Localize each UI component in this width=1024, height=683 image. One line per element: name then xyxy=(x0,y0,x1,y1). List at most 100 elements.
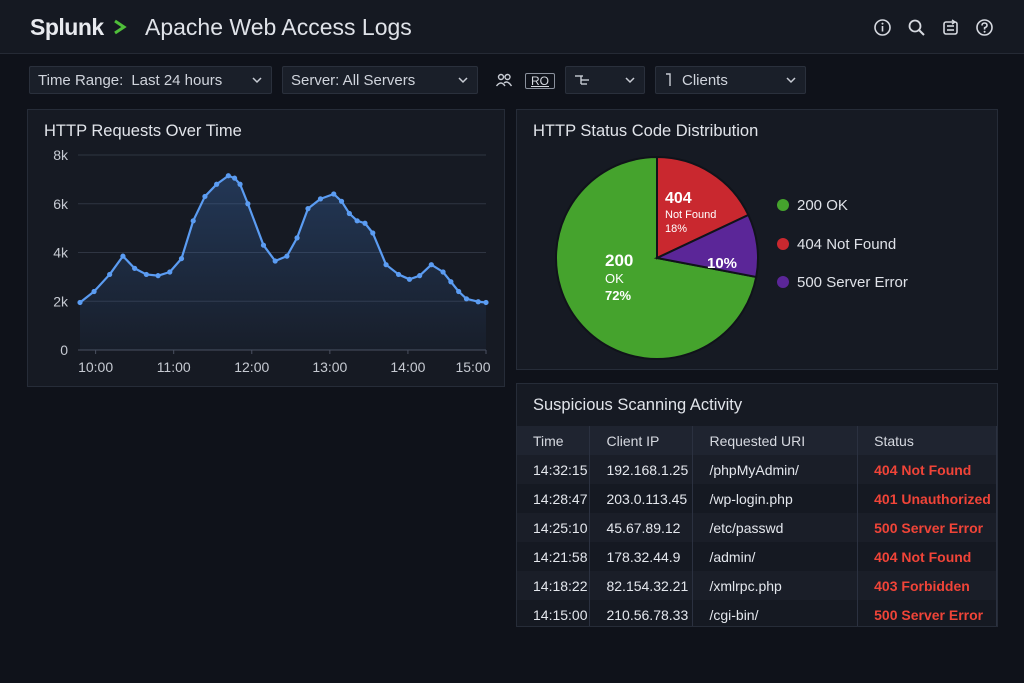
status-panel: HTTP Status Code Distribution 200 OK 72% 40… xyxy=(516,109,998,370)
data-point[interactable] xyxy=(225,173,231,179)
data-point[interactable] xyxy=(483,299,489,306)
data-point[interactable] xyxy=(354,218,360,224)
legend-dot-200 xyxy=(777,199,789,211)
pie-slice-404[interactable] xyxy=(656,155,750,260)
layout-dropdown[interactable] xyxy=(565,66,645,94)
slice-label-200-pct: 72% xyxy=(605,288,631,303)
data-point[interactable] xyxy=(331,191,337,197)
pie-slice-500[interactable] xyxy=(653,213,759,279)
scan-table: Time Client IP Requested URI Status 14:3… xyxy=(517,426,997,626)
table-row[interactable]: 14:15:00 210.56.78.33 /cgi-bin/ 500 Serv… xyxy=(517,600,997,626)
data-point[interactable] xyxy=(448,279,454,285)
data-point[interactable] xyxy=(167,269,173,275)
chevron-down-icon xyxy=(252,77,262,84)
cell-time: 14:28:47 xyxy=(517,484,591,513)
data-point[interactable] xyxy=(260,242,267,248)
data-point[interactable] xyxy=(77,299,83,306)
x-tick-label: 13:00 xyxy=(312,359,347,375)
y-tick-label: 6k xyxy=(53,196,69,212)
legend-item-500[interactable]: 500 Server Error xyxy=(777,274,908,291)
top-bar: Splunk Apache Web Access Logs xyxy=(0,0,1024,54)
data-point[interactable] xyxy=(284,253,290,259)
data-point[interactable] xyxy=(305,206,311,212)
help-icon[interactable] xyxy=(975,18,994,37)
info-icon[interactable] xyxy=(873,18,892,37)
data-point[interactable] xyxy=(294,235,300,241)
cell-client-ip: 203.0.113.45 xyxy=(589,484,694,513)
data-point[interactable] xyxy=(237,181,243,187)
table-row[interactable]: 14:25:10 45.67.89.12 /etc/passwd 500 Ser… xyxy=(517,513,997,542)
data-point[interactable] xyxy=(190,218,196,224)
time-range-label: Time Range: xyxy=(38,71,124,89)
table-row[interactable]: 14:28:47 203.0.113.45 /wp-login.php 401 … xyxy=(517,484,997,513)
legend-label-404: 404 Not Found xyxy=(797,236,897,253)
legend-dot-500 xyxy=(777,276,789,288)
data-point[interactable] xyxy=(362,220,368,226)
cell-time: 14:21:58 xyxy=(517,542,591,571)
data-point[interactable] xyxy=(338,198,345,204)
splunk-logo[interactable]: Splunk xyxy=(30,14,104,40)
cell-client-ip: 178.32.44.9 xyxy=(589,542,694,571)
bracket-icon xyxy=(666,73,671,86)
data-point[interactable] xyxy=(272,258,278,264)
server-dropdown[interactable]: Server: All Servers xyxy=(282,66,478,94)
data-point[interactable] xyxy=(440,269,446,275)
data-point[interactable] xyxy=(395,271,402,278)
dashboard-title: Apache Web Access Logs xyxy=(145,14,412,40)
slice-label-404-text: Not Found xyxy=(665,209,716,221)
data-point[interactable] xyxy=(346,210,352,217)
data-point[interactable] xyxy=(107,271,113,278)
slice-label-500-pct: 10% xyxy=(707,255,737,272)
data-point[interactable] xyxy=(317,196,324,202)
search-icon[interactable] xyxy=(907,18,926,37)
legend-item-404[interactable]: 404 Not Found xyxy=(777,236,896,253)
column-header-requested-uri[interactable]: Requested URI xyxy=(692,426,859,455)
export-icon[interactable] xyxy=(941,18,960,37)
scan-panel: Suspicious Scanning Activity Time Client… xyxy=(516,383,998,627)
data-point[interactable] xyxy=(370,230,376,236)
data-point[interactable] xyxy=(417,273,423,279)
requests-line-chart[interactable]: 0 2k 4k 6k 8k 10:00 11:00 12:00 13:00 14:00 15:00 xyxy=(28,110,506,388)
data-point[interactable] xyxy=(428,262,434,268)
clients-dropdown[interactable]: Clients xyxy=(655,66,806,94)
column-header-client-ip[interactable]: Client IP xyxy=(589,426,694,455)
cell-time: 14:25:10 xyxy=(517,513,591,542)
requests-panel: HTTP Requests Over Time 0 2k 4k 6k 8k 10:00 11… xyxy=(27,109,505,387)
data-point[interactable] xyxy=(132,265,138,271)
x-tick-label: 11:00 xyxy=(157,359,191,375)
cell-client-ip: 45.67.89.12 xyxy=(589,513,694,542)
data-point[interactable] xyxy=(231,175,238,181)
slice-label-200-code: 200 xyxy=(605,251,633,270)
x-tick-label: 10:00 xyxy=(78,359,113,375)
table-row[interactable]: 14:32:15 192.168.1.25 /phpMyAdmin/ 404 N… xyxy=(517,455,997,484)
legend-item-200[interactable]: 200 OK xyxy=(777,197,848,214)
data-point[interactable] xyxy=(406,276,413,282)
time-range-dropdown[interactable]: Time Range: Last 24 hours xyxy=(29,66,272,94)
data-point[interactable] xyxy=(178,255,185,262)
cell-requested-uri: /etc/passwd xyxy=(692,513,859,542)
column-header-time[interactable]: Time xyxy=(517,426,591,455)
cell-status: 500 Server Error xyxy=(857,513,997,542)
users-icon[interactable] xyxy=(495,72,513,93)
legend-label-500: 500 Server Error xyxy=(797,274,908,291)
requests-panel-title: HTTP Requests Over Time xyxy=(44,122,242,140)
data-point[interactable] xyxy=(120,253,126,259)
data-point[interactable] xyxy=(91,288,97,295)
data-point[interactable] xyxy=(383,262,389,268)
data-point[interactable] xyxy=(214,181,220,187)
data-point[interactable] xyxy=(245,201,251,207)
table-row[interactable]: 14:21:58 178.32.44.9 /admin/ 404 Not Fou… xyxy=(517,542,997,571)
data-point[interactable] xyxy=(155,273,161,279)
data-point[interactable] xyxy=(143,271,149,278)
clients-label: Clients xyxy=(682,71,728,89)
read-only-label: RO xyxy=(531,74,549,88)
data-point[interactable] xyxy=(463,296,470,302)
data-point[interactable] xyxy=(475,299,481,305)
table-row[interactable]: 14:18:22 82.154.32.21 /xmlrpc.php 403 Fo… xyxy=(517,571,997,600)
data-point[interactable] xyxy=(456,288,462,295)
read-only-button[interactable]: RO xyxy=(525,73,555,89)
column-header-status[interactable]: Status xyxy=(857,426,997,455)
data-point[interactable] xyxy=(202,193,208,200)
chevron-down-icon xyxy=(786,77,796,84)
